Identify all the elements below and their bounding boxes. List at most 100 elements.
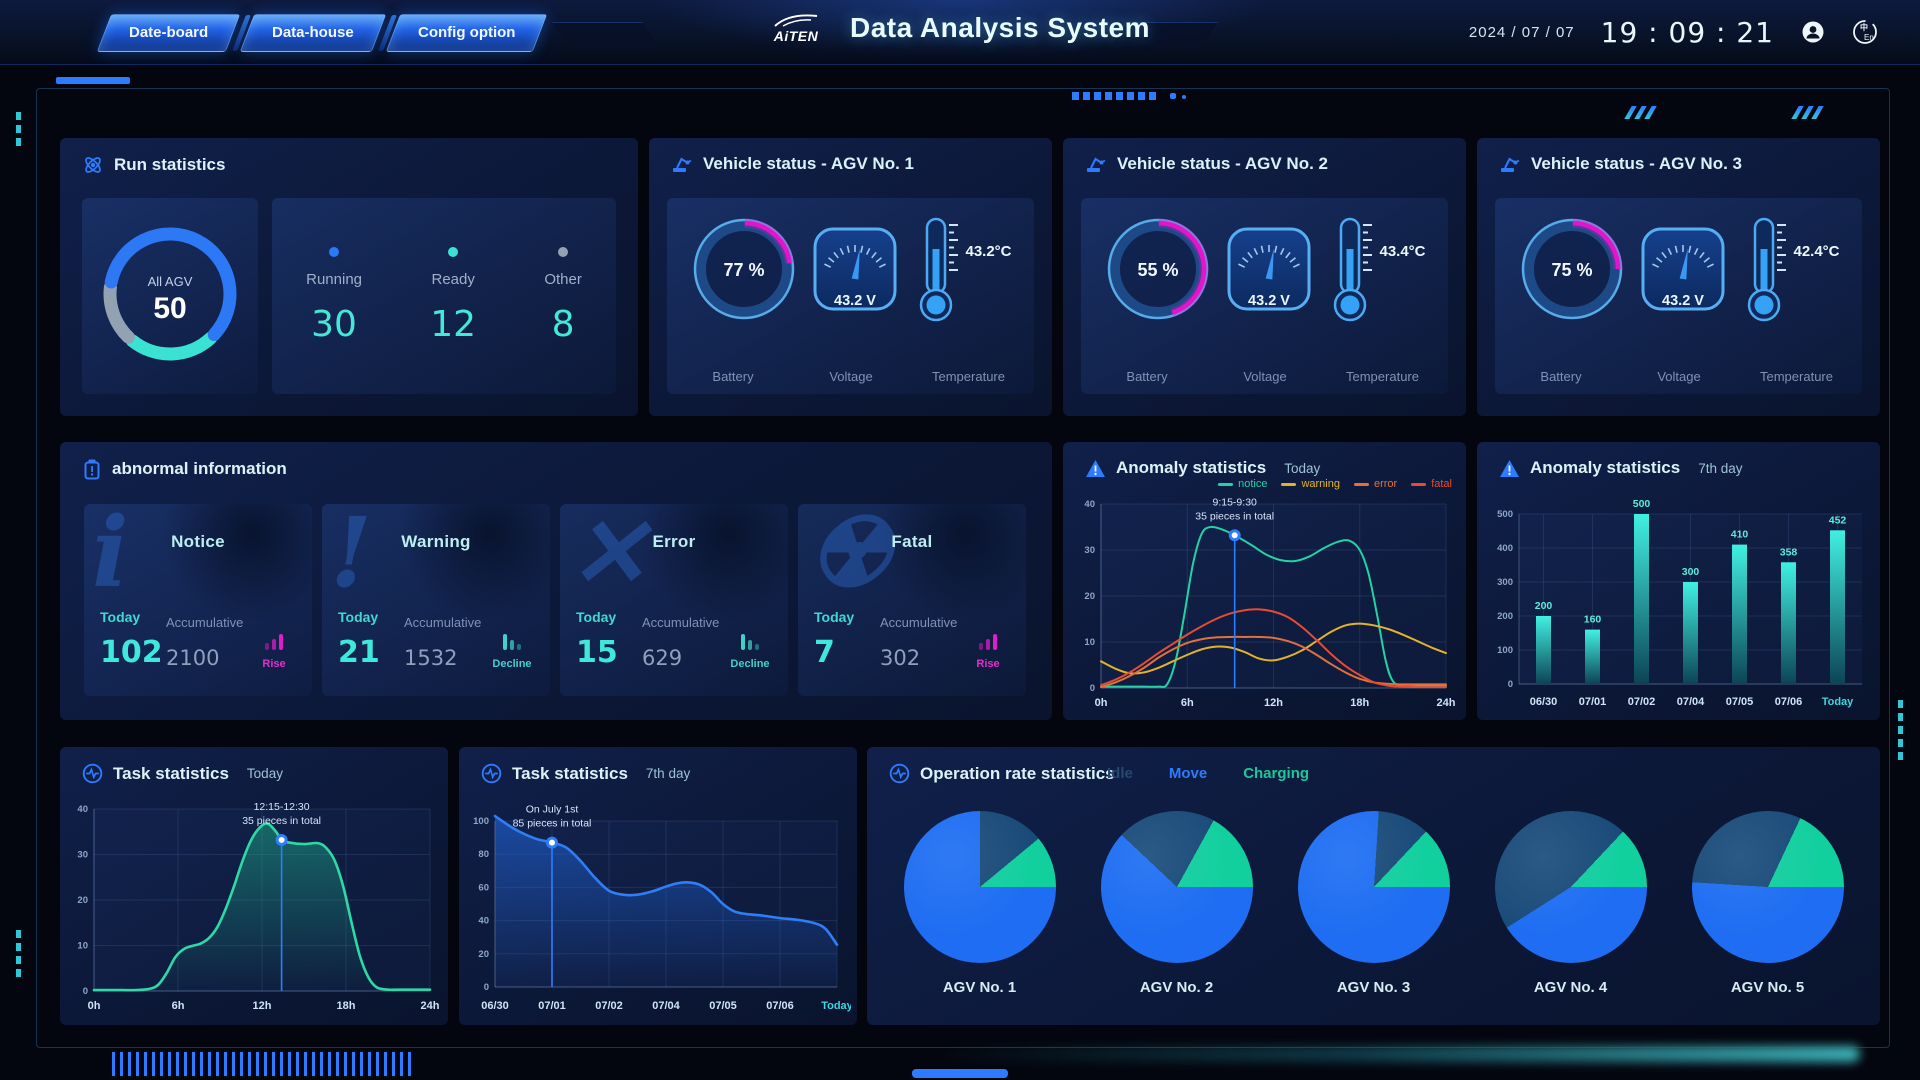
svg-text:20: 20 <box>77 895 88 906</box>
agv-status-card: Running 30 Ready 12 Other 8 <box>272 198 616 394</box>
panel-subtitle: Today <box>246 766 283 781</box>
accumulative-label: Accumulative <box>880 615 958 630</box>
logo-swoosh-icon <box>774 14 818 27</box>
error-glyph-icon: ✕ <box>568 504 649 609</box>
trend-label: Rise <box>262 658 286 670</box>
panel-title-text: Task statistics <box>113 763 229 783</box>
card-title: Fatal <box>891 532 933 551</box>
vehicle-gauges-card: 75 % 43.2 V 42.4°C Battery Voltage Temperatur… <box>1495 198 1862 394</box>
header-time: 19 : 09 : 21 <box>1600 15 1774 49</box>
svg-text:07/04: 07/04 <box>1677 696 1705 708</box>
panel-run-statistics: Run statistics All AGV 50 Running 30 Read… <box>60 138 638 416</box>
svg-text:0: 0 <box>1508 679 1513 690</box>
battery-gauge: 77 % <box>681 206 807 337</box>
svg-text:On July 1st: On July 1st <box>526 804 579 816</box>
voltage-gauge: 43.2 V <box>807 221 903 322</box>
svg-text:Today: Today <box>821 1000 851 1012</box>
pie-label: AGV No. 5 <box>1730 979 1805 996</box>
panel-operation-rate: Operation rate statistics Idle Move Char… <box>867 747 1880 1025</box>
legend-item-error[interactable]: error <box>1353 478 1397 490</box>
svg-text:35 pieces in total: 35 pieces in total <box>1195 510 1274 522</box>
svg-text:0h: 0h <box>1095 697 1108 709</box>
legend-charging[interactable]: Charging <box>1243 765 1310 782</box>
svg-text:40: 40 <box>1084 499 1095 510</box>
temperature-value: 43.2°C <box>965 243 1012 260</box>
legend-item-fatal[interactable]: fatal <box>1411 478 1452 490</box>
svg-text:100: 100 <box>1497 645 1513 656</box>
abnormal-card-fatal: ☢ Fatal Today 7 Accumulative 302 Rise <box>798 504 1026 696</box>
tab-label: Date-board <box>129 24 209 41</box>
ready-dot <box>448 247 459 257</box>
svg-text:07/02: 07/02 <box>595 1000 623 1012</box>
panel-vehicle-agv-3: Vehicle status - AGV No. 3 75 % 43.2 V 42.4… <box>1477 138 1880 416</box>
pie-label: AGV No. 4 <box>1533 979 1608 996</box>
svg-text:12:15-12:30: 12:15-12:30 <box>254 801 310 813</box>
svg-text:500: 500 <box>1633 498 1651 510</box>
svg-text:10: 10 <box>1084 637 1095 648</box>
accumulative-label: Accumulative <box>642 615 720 630</box>
panel-title-text: Vehicle status - AGV No. 3 <box>1531 154 1742 173</box>
svg-text:80: 80 <box>478 849 489 860</box>
svg-text:07/02: 07/02 <box>1628 696 1656 708</box>
svg-text:18h: 18h <box>337 1000 356 1012</box>
svg-text:07/05: 07/05 <box>709 1000 737 1012</box>
accumulative-value: 1532 <box>404 646 458 670</box>
abnormal-card-error: ✕ Error Today 15 Accumulative 629 Decline <box>560 504 788 696</box>
svg-text:43.2 V: 43.2 V <box>834 293 876 309</box>
header: Date-board Data-house Config option AiTE… <box>0 0 1920 65</box>
svg-text:55 %: 55 % <box>1137 260 1178 280</box>
deco-dots-right <box>1898 700 1903 760</box>
today-value: 102 <box>100 635 163 670</box>
ready-value: 12 <box>430 304 477 345</box>
panel-abnormal-information: abnormal information i Notice Today 102 Accu… <box>60 442 1052 720</box>
panel-title-text: Vehicle status - AGV No. 2 <box>1117 154 1328 173</box>
legend-item-notice[interactable]: notice <box>1218 478 1267 490</box>
deco-square <box>1182 95 1186 99</box>
vehicle-status-icon <box>1087 157 1106 172</box>
svg-text:24h: 24h <box>421 1000 440 1012</box>
panel-vehicle-agv-1: Vehicle status - AGV No. 1 77 % 43.2 V 43.2… <box>649 138 1052 416</box>
accumulative-label: Accumulative <box>166 615 244 630</box>
panel-title-text: Task statistics <box>512 763 628 783</box>
svg-text:12h: 12h <box>1264 697 1283 709</box>
user-icon[interactable] <box>1800 19 1826 45</box>
legend-item-warning[interactable]: warning <box>1281 478 1340 490</box>
card-title: Warning <box>401 532 471 551</box>
accumulative-value: 2100 <box>166 646 220 670</box>
legend-idle[interactable]: Idle <box>1107 765 1133 782</box>
anomaly-legend[interactable]: notice warning error fatal <box>1218 478 1452 490</box>
tab-data-house[interactable]: Data-house <box>239 14 387 52</box>
panel-anomaly-statistics-today: Anomaly statistics Today notice warning er… <box>1063 442 1466 720</box>
pie-chart <box>1100 811 1253 963</box>
abnormal-card-warning: ! Warning Today 21 Accumulative 1532 Decline <box>322 504 550 696</box>
trend-label: Rise <box>976 658 1000 670</box>
trend-bars-icon <box>966 632 1010 650</box>
other-value: 8 <box>551 304 575 345</box>
svg-text:75 %: 75 % <box>1551 260 1592 280</box>
svg-text:0: 0 <box>484 982 489 993</box>
tab-date-board[interactable]: Date-board <box>96 14 241 52</box>
panel-task-statistics-week: Task statistics 7th day 0 20 40 60 80 100 06/3… <box>459 747 857 1025</box>
deco-segment-bar <box>1072 92 1156 100</box>
tab-config-option[interactable]: Config option <box>385 14 548 52</box>
pie-agv-2: AGV No. 2 <box>1084 811 1269 996</box>
svg-text:9:15-9:30: 9:15-9:30 <box>1213 496 1258 508</box>
operation-pies: AGV No. 1 AGV No. 2 AGV No. 3 AGV No. 4 AGV … <box>881 811 1866 996</box>
svg-text:50: 50 <box>153 292 186 325</box>
fatal-glyph-icon: ☢ <box>806 504 893 609</box>
today-label: Today <box>814 609 855 625</box>
panel-anomaly-statistics-week: Anomaly statistics 7th day 0 100 200 300 400… <box>1477 442 1880 720</box>
temperature-label: Temperature <box>1346 369 1419 384</box>
svg-text:43.2 V: 43.2 V <box>1248 293 1290 309</box>
legend-move[interactable]: Move <box>1168 765 1208 782</box>
deco-bottom-glow <box>930 1046 1860 1062</box>
language-toggle-icon[interactable]: 中 En <box>1852 19 1878 45</box>
vehicle-gauges-card: 55 % 43.2 V 43.4°C Battery Voltage Temperatur… <box>1081 198 1448 394</box>
header-deco-left <box>551 22 659 45</box>
panel-title-text: Operation rate statistics <box>920 763 1115 783</box>
svg-text:200: 200 <box>1535 600 1553 612</box>
svg-text:35 pieces in total: 35 pieces in total <box>242 815 321 827</box>
svg-text:40: 40 <box>478 916 489 927</box>
page-title: Data Analysis System <box>850 12 1150 43</box>
svg-text:43.2 V: 43.2 V <box>1662 293 1704 309</box>
